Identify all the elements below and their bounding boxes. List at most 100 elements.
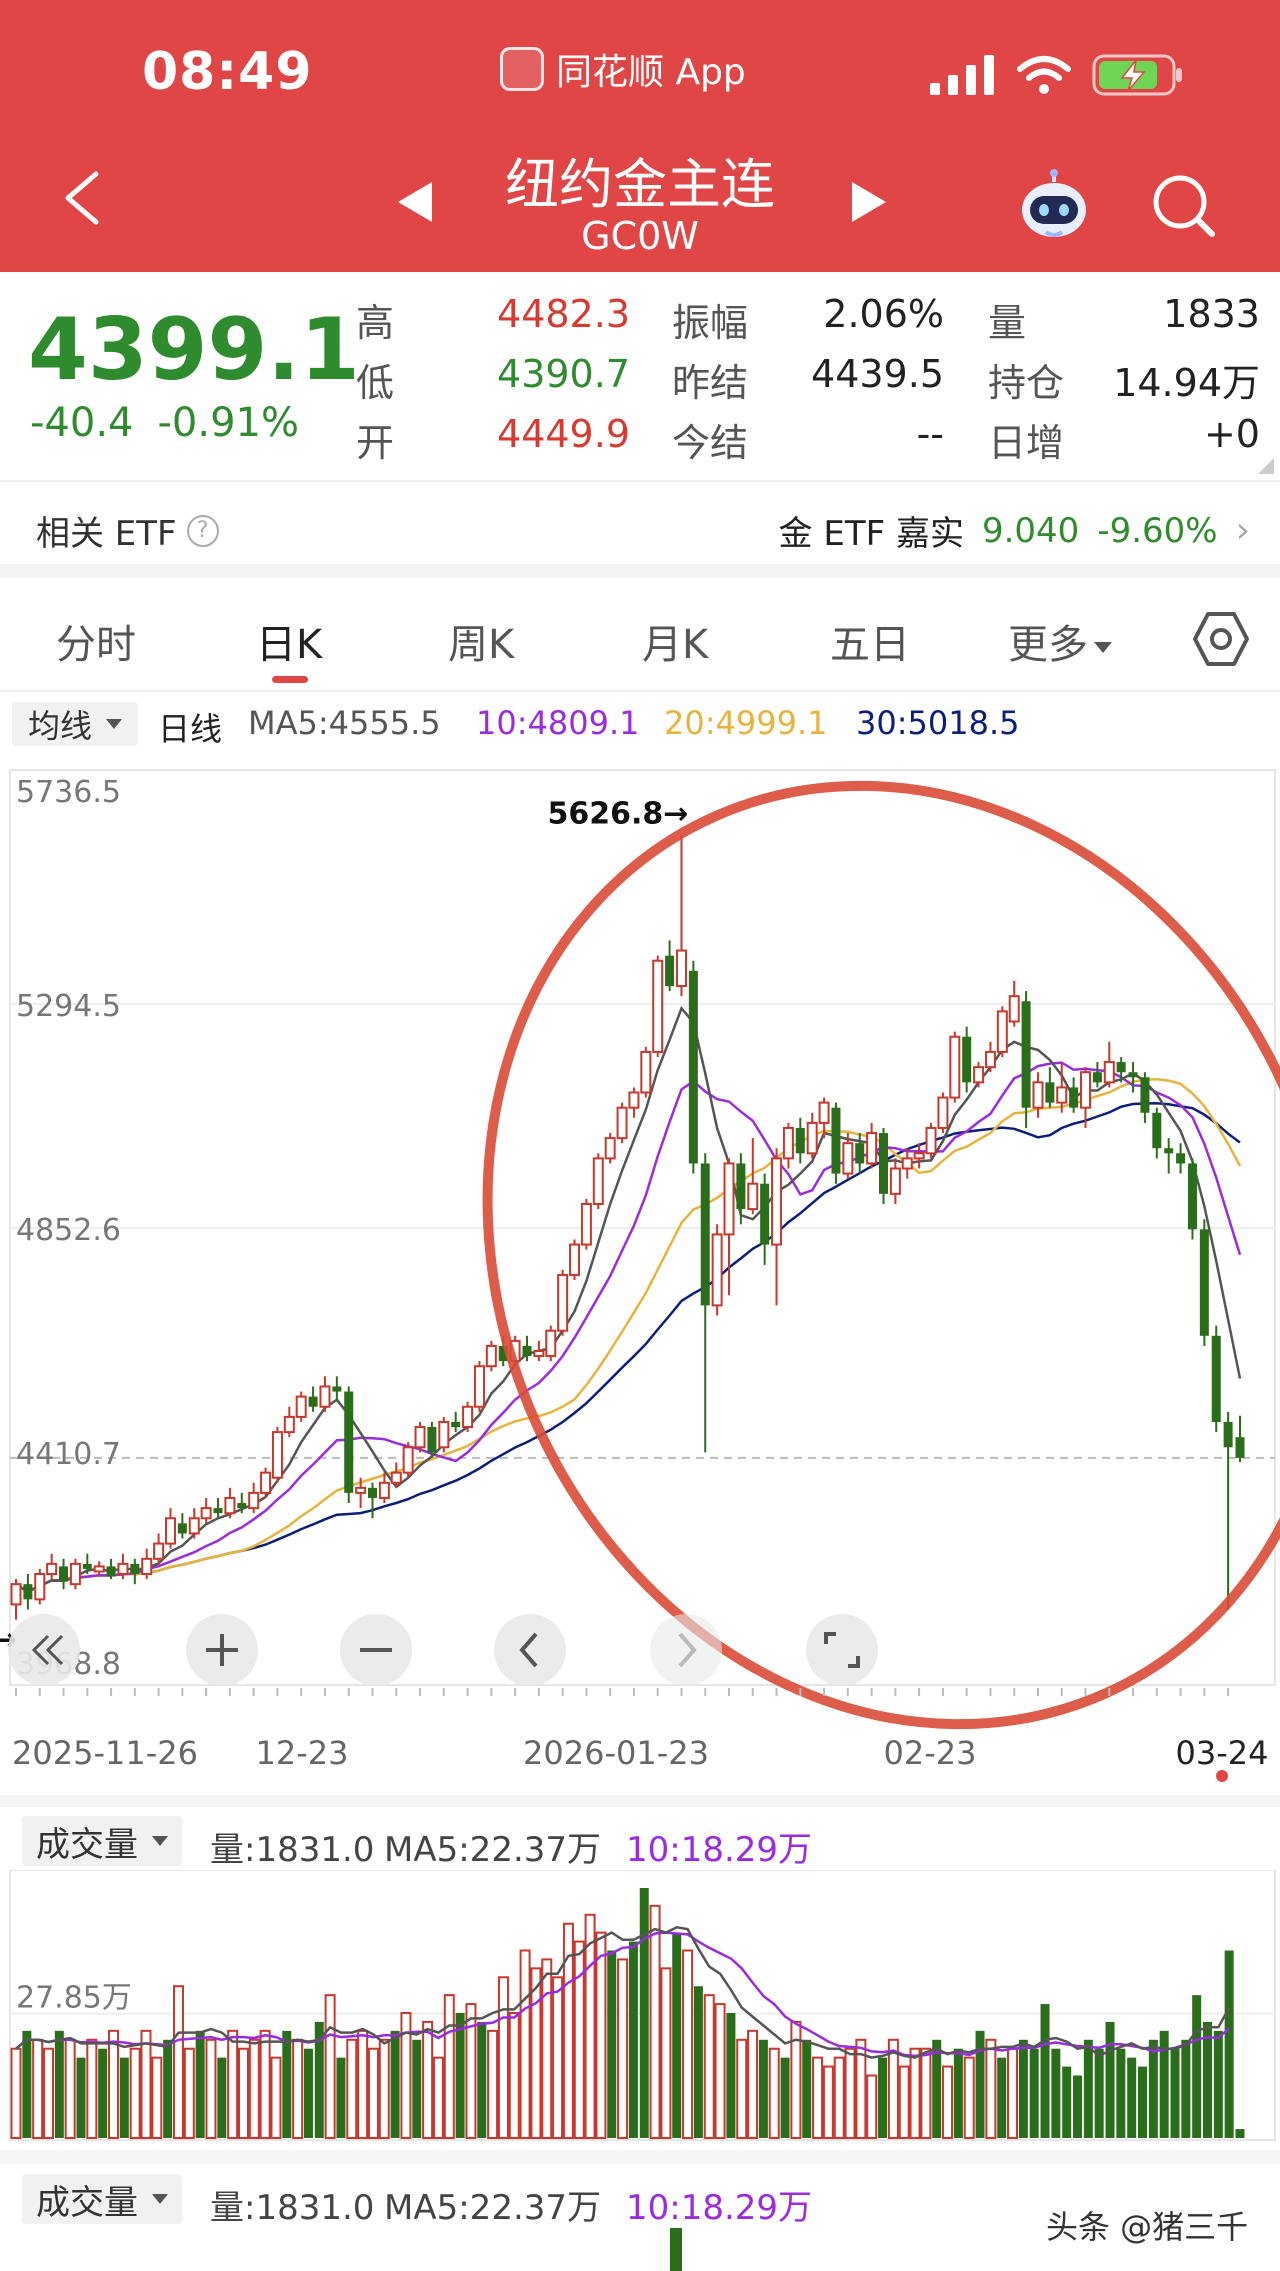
- volume-bar: [1148, 2039, 1158, 2138]
- prev-contract-icon[interactable]: [398, 182, 432, 222]
- candle-body-down: [368, 1487, 378, 1498]
- volume-bar: [758, 2039, 768, 2138]
- zoom-out-button[interactable]: [340, 1614, 412, 1686]
- tab-more[interactable]: 更多: [1008, 612, 1112, 670]
- volume-bar: [802, 2039, 812, 2138]
- candle-body-down: [831, 1107, 841, 1174]
- volume-bar: [248, 2038, 260, 2140]
- volume-selector-secondary[interactable]: 成交量: [22, 2174, 182, 2224]
- volume-chart[interactable]: 27.85万: [0, 1870, 1280, 2160]
- volume-bar: [119, 2057, 129, 2138]
- search-icon[interactable]: [1150, 172, 1218, 240]
- candle-body-up: [652, 959, 664, 1053]
- settings-gear-icon[interactable]: [1192, 610, 1250, 668]
- volume-ma10: 10:18.29万: [626, 2188, 813, 2228]
- status-app-name: 同花顺 App: [556, 52, 746, 93]
- candle-body-down: [23, 1584, 33, 1600]
- volume-bar: [1083, 2039, 1093, 2138]
- candle-body-up: [355, 1486, 367, 1494]
- scroll-right-button[interactable]: [650, 1614, 722, 1686]
- quote-field-value: 4449.9: [497, 412, 630, 456]
- candle-body-down: [237, 1503, 247, 1509]
- next-contract-icon[interactable]: [852, 182, 886, 222]
- back-icon[interactable]: [60, 170, 104, 226]
- candle-body-down: [130, 1563, 140, 1575]
- chevron-right-icon: [678, 1632, 697, 1668]
- tab-daily-k[interactable]: 日K: [256, 622, 323, 668]
- volume-bar: [997, 2057, 1007, 2138]
- candle-body-up: [414, 1426, 426, 1449]
- scroll-left-button[interactable]: [494, 1614, 566, 1686]
- volume-bar: [1224, 1950, 1234, 2138]
- ma-legend-row: 均线 日线 MA5:4555.5 10:4809.1 20:4999.1 30:…: [0, 694, 1280, 750]
- volume-bar: [541, 1958, 553, 2139]
- quote-field-value: 4439.5: [811, 352, 944, 396]
- button-background: [650, 1614, 722, 1686]
- candle-body-up: [141, 1557, 153, 1576]
- y-tick-label: 4852.6: [16, 1213, 121, 1248]
- volume-bar: [887, 2038, 899, 2140]
- ma5-value: MA5:4555.5: [248, 704, 441, 742]
- candle-body-down: [332, 1386, 342, 1392]
- volume-bar: [1029, 2048, 1039, 2138]
- volume-bar: [1051, 2048, 1061, 2138]
- contract-code: GC0W: [581, 214, 699, 258]
- candle-body-up: [913, 1152, 925, 1160]
- volume-bar: [1062, 2066, 1072, 2138]
- indicator-selector-label: 均线: [28, 707, 93, 745]
- quote-panel: 4399.1 -40.4 -0.91% 高 4482.3 振幅 2.06% 量 1833 低 4…: [0, 272, 1280, 482]
- annotation-circle: [482, 780, 1280, 1730]
- etf-quote[interactable]: 金 ETF 嘉实 9.040 -9.60% ›: [779, 506, 1250, 555]
- etf-name: 金 ETF 嘉实: [778, 514, 964, 554]
- active-tab-indicator: [272, 676, 308, 683]
- help-icon[interactable]: ?: [186, 514, 219, 547]
- candle-body-up: [866, 1132, 878, 1165]
- fullscreen-button[interactable]: [806, 1614, 878, 1686]
- volume-bar: [932, 2039, 942, 2138]
- volume-bar: [878, 2057, 888, 2138]
- volume-bar: [432, 2056, 444, 2139]
- volume-bar: [519, 1949, 531, 2139]
- period-tabs: 分时 日K 周K 月K 五日 更多: [0, 592, 1280, 692]
- candle-body-up: [901, 1157, 913, 1170]
- tab-monthly-k[interactable]: 月K: [642, 622, 709, 668]
- y-tick-label: 27.85万: [16, 1981, 132, 2016]
- tab-weekly-k[interactable]: 周K: [448, 622, 515, 668]
- candle-body-down: [1164, 1148, 1174, 1154]
- volume-bar: [844, 2047, 856, 2139]
- related-etf-row[interactable]: 相关 ETF ? 金 ETF 嘉实 9.040 -9.60% ›: [0, 482, 1280, 578]
- related-etf-label-text: 相关 ETF: [36, 514, 177, 554]
- zoom-in-button[interactable]: [186, 1614, 258, 1686]
- volume-bar: [1094, 2048, 1104, 2138]
- volume-bar: [866, 2074, 878, 2139]
- candle-body-up: [46, 1562, 58, 1576]
- volume-bar: [639, 1888, 649, 2138]
- indicator-selector[interactable]: 均线: [12, 702, 139, 746]
- volume-bar: [195, 2030, 205, 2138]
- candle-body-up: [93, 1565, 105, 1573]
- candle-body-down: [451, 1421, 461, 1428]
- volume-selector[interactable]: 成交量: [22, 1816, 182, 1866]
- tab-intraday[interactable]: 分时: [56, 622, 136, 668]
- kline-chart[interactable]: 5736.55294.54852.64410.73968.85626.8→410…: [0, 750, 1280, 1790]
- tab-five-day[interactable]: 五日: [830, 622, 910, 668]
- candle-body-up: [771, 1157, 783, 1246]
- divider: [0, 1795, 1280, 1807]
- quote-field-value: 1833: [1163, 292, 1260, 336]
- robot-assistant-icon[interactable]: [1016, 168, 1092, 244]
- volume-bar: [129, 2047, 141, 2139]
- candle-body-up: [473, 1365, 485, 1408]
- volume-legend-row-secondary: 成交量 量:1831.0 MA5:22.37万 10:18.29万: [0, 2168, 1280, 2228]
- candle-body-up: [153, 1542, 165, 1560]
- volume-bar: [963, 2056, 975, 2139]
- candle-body-down: [760, 1183, 770, 1245]
- quote-field-value: 4482.3: [497, 292, 630, 336]
- etf-change: -9.60%: [1097, 510, 1218, 551]
- volume-value: 量:1831.0: [210, 1830, 375, 1870]
- candle-body-up: [723, 1162, 735, 1236]
- y-tick-label: 4410.7: [16, 1437, 121, 1472]
- volume-bar: [1203, 2021, 1213, 2138]
- volume-bar: [205, 2038, 217, 2140]
- jump-to-start-button[interactable]: [8, 1614, 80, 1686]
- volume-bar: [32, 2038, 44, 2140]
